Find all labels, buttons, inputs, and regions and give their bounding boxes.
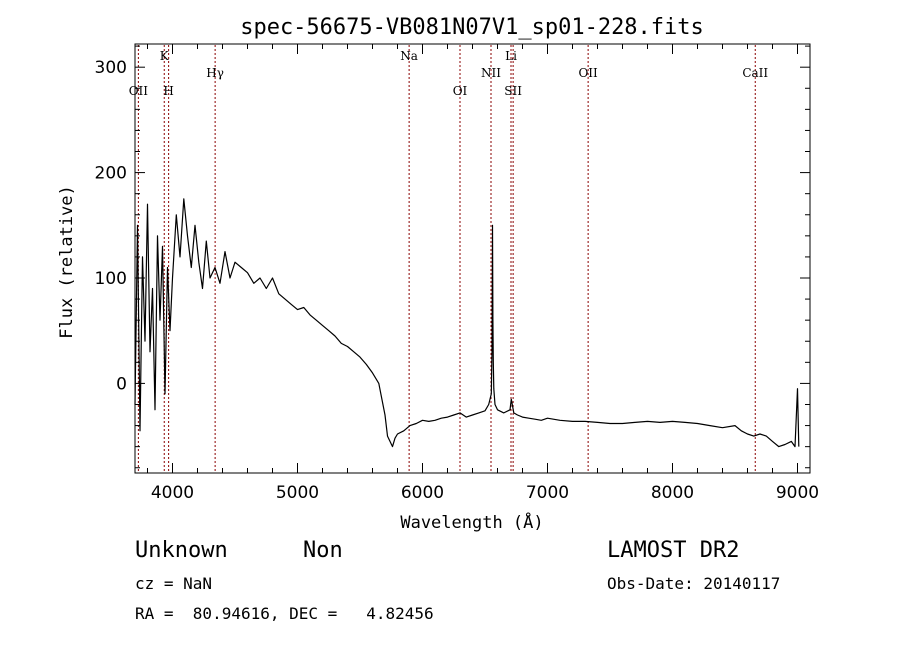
line-marker-label: Hγ: [206, 66, 224, 80]
spectrum-line: [134, 198, 800, 448]
subclass-label: Non: [303, 538, 343, 563]
x-tick-label: 5000: [276, 483, 319, 503]
line-marker-label: NII: [481, 66, 501, 80]
line-marker-label: Li: [505, 49, 517, 63]
spectrum-series: [134, 198, 800, 448]
x-tick-label: 6000: [401, 483, 444, 503]
line-marker-label: H: [163, 84, 173, 98]
axis-ticks: 4000 5000 6000 7000 8000 9000 0 100 200 300: [95, 44, 819, 503]
line-marker-label: SII: [504, 84, 522, 98]
class-label: Unknown: [135, 538, 228, 563]
y-tick-label: 100: [95, 269, 127, 289]
y-axis-label: Flux (relative): [57, 185, 77, 339]
x-tick-label: 9000: [776, 483, 819, 503]
y-tick-label: 300: [95, 58, 127, 78]
survey-label: LAMOST DR2: [607, 538, 740, 563]
redshift-label: cz = NaN: [135, 574, 213, 593]
y-tick-label: 200: [95, 164, 127, 184]
x-tick-label: 4000: [151, 483, 194, 503]
line-marker-label: OII: [129, 84, 149, 98]
x-tick-label: 7000: [526, 483, 569, 503]
line-marker-label: OII: [578, 66, 598, 80]
line-marker-label: OI: [453, 84, 468, 98]
coordinates-label: RA = 80.94616, DEC = 4.82456: [135, 604, 434, 623]
chart-title: spec-56675-VB081N07V1_sp01-228.fits: [240, 15, 704, 40]
y-tick-label: 0: [116, 374, 127, 394]
x-axis-label: Wavelength (Å): [400, 511, 543, 533]
x-tick-label: 8000: [651, 483, 694, 503]
line-marker-label: CaII: [742, 66, 768, 80]
line-marker-label: K: [160, 49, 170, 63]
obs-date-label: Obs-Date: 20140117: [607, 574, 781, 593]
line-marker-label: Na: [400, 49, 418, 63]
